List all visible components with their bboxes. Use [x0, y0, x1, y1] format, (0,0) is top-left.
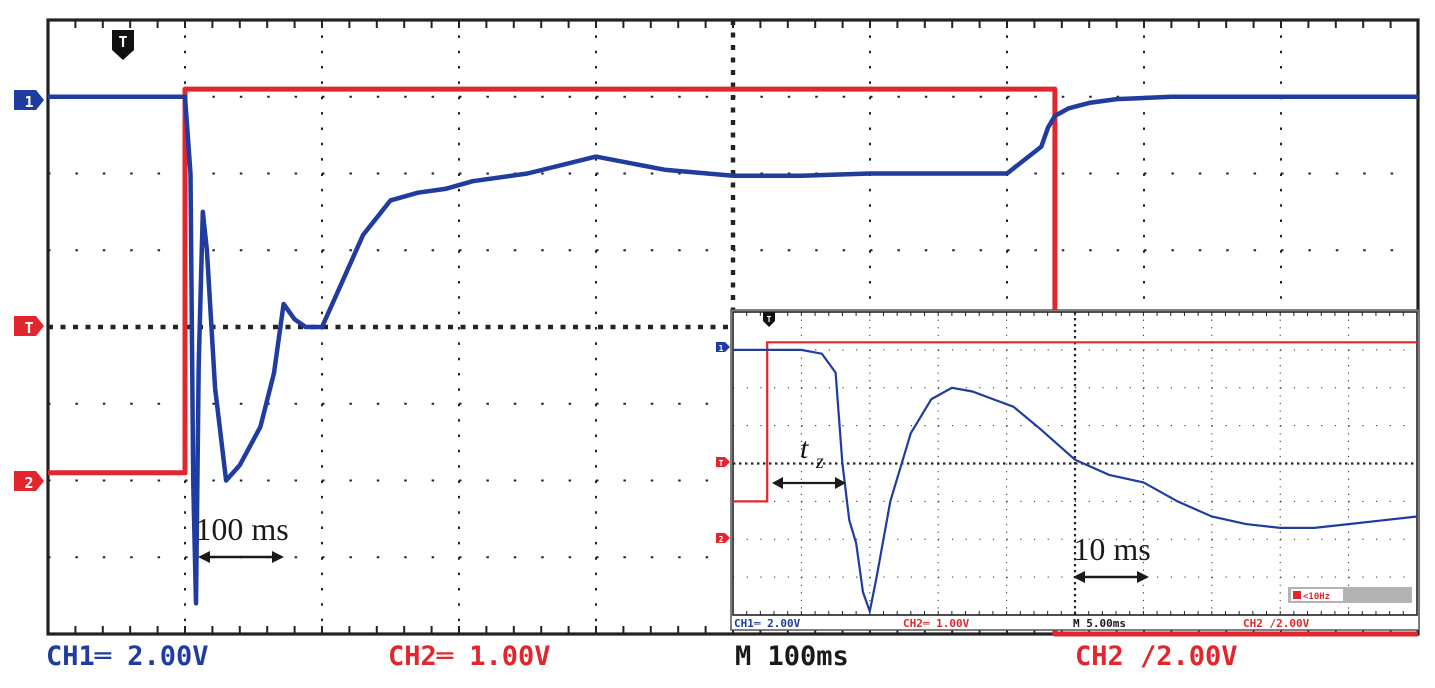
inset-tz-arrow	[772, 477, 846, 489]
inset-time-scale-label: 10 ms	[1073, 531, 1150, 567]
inset-tz-label: t	[800, 432, 809, 465]
svg-text:1: 1	[719, 344, 724, 353]
ch2-ground-marker: 2	[14, 471, 44, 492]
inset-ch2-marker: 2	[716, 533, 730, 544]
ch1-marker-label: 1	[24, 93, 33, 111]
inset-filter-badge: <10Hz	[1288, 587, 1412, 603]
inset-trigger-position-marker: T	[763, 312, 775, 327]
trigger-position-marker: T	[112, 30, 134, 60]
status-timebase: M 100ms	[735, 641, 849, 672]
trigger-position-label: T	[118, 33, 127, 51]
inset-ch1-marker: 1	[716, 342, 730, 353]
inset-status-ch1-scale: CH1═ 2.00V	[734, 617, 801, 630]
main-time-scale-label: 100 ms	[195, 511, 288, 547]
svg-text:T: T	[719, 459, 724, 468]
inset-tz-subscript: z	[815, 451, 824, 473]
status-ch2-scale: CH2═ 1.00V	[388, 641, 551, 672]
trigger-level-label: T	[24, 319, 33, 337]
ch2-marker-label: 2	[24, 474, 33, 492]
trigger-level-marker: T	[14, 316, 44, 337]
inset-ch1-trace	[733, 348, 1418, 616]
main-ch1-trace	[48, 94, 1418, 606]
main-ch2-trace	[48, 86, 1418, 637]
inset-status-trigger: CH2 ∕2.00V	[1243, 617, 1310, 630]
inset-trigger-level-marker: T	[716, 457, 730, 468]
status-ch1-scale: CH1═ 2.00V	[46, 641, 209, 672]
svg-text:<10Hz: <10Hz	[1303, 592, 1330, 602]
inset-status-ch2-scale: CH2═ 1.00V	[903, 617, 970, 630]
inset-time-scale-arrow	[1073, 571, 1149, 583]
inset-grid	[732, 311, 1418, 616]
inset-zoom-view: 1 T 2 T t z 10 ms	[716, 309, 1420, 631]
ch1-ground-marker: 1	[14, 90, 44, 111]
inset-status-timebase: M 5.00ms	[1073, 617, 1126, 630]
status-trigger: CH2 ∕2.00V	[1075, 641, 1238, 672]
svg-text:2: 2	[719, 535, 724, 544]
main-time-scale-arrow	[198, 551, 284, 563]
svg-text:T: T	[767, 315, 772, 324]
inset-ch2-trace	[733, 341, 1417, 503]
main-traces	[48, 86, 1418, 637]
